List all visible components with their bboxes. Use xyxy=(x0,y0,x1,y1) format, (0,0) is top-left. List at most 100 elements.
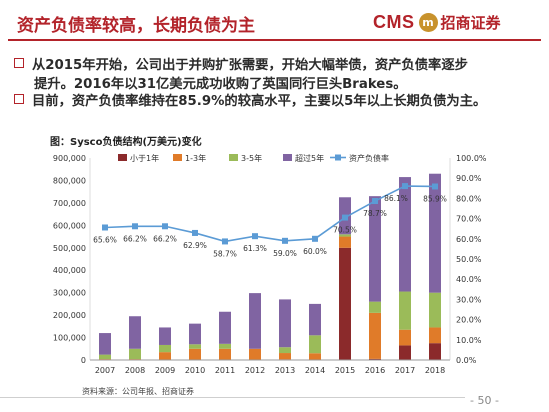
ratio-point xyxy=(132,223,138,230)
bullet-box-icon xyxy=(14,94,24,104)
ratio-data-label: 86.1% xyxy=(384,194,408,203)
legend-swatch xyxy=(229,154,238,161)
bar-segment xyxy=(399,345,411,360)
ratio-data-label: 78.7% xyxy=(363,209,387,218)
bar-segment xyxy=(129,359,141,360)
ratio-data-label: 59.0% xyxy=(273,249,297,258)
legend-swatch xyxy=(173,154,182,161)
bar-segment xyxy=(189,323,201,345)
x-tick-label: 2018 xyxy=(425,366,445,375)
y2-tick-label: 0.0% xyxy=(456,356,477,365)
ratio-data-label: 60.0% xyxy=(303,247,327,256)
bar-segment xyxy=(159,352,171,360)
y2-tick-label: 90.0% xyxy=(456,174,482,183)
ratio-data-label: 70.5% xyxy=(333,226,357,235)
y2-tick-label: 40.0% xyxy=(456,275,482,284)
x-tick-label: 2008 xyxy=(125,366,145,375)
bullet-box-icon xyxy=(14,58,24,68)
ratio-point xyxy=(162,223,168,230)
bar-segment xyxy=(339,247,351,360)
bar-segment xyxy=(249,348,261,360)
bar-segment xyxy=(399,291,411,330)
y-tick-label: 500,000 xyxy=(53,244,86,253)
logo-mark-icon: m xyxy=(418,12,438,32)
bar-segment xyxy=(99,359,111,360)
legend-label: 超过5年 xyxy=(295,153,324,163)
y2-tick-label: 50.0% xyxy=(456,255,482,264)
legend-swatch xyxy=(118,154,127,161)
logo-brand: CMS xyxy=(373,11,415,32)
y-tick-label: 600,000 xyxy=(53,221,86,230)
bullet-1-line-1: 从2015年开始，公司出于并购扩张需要，开始大幅举债，资产负债率逐步 xyxy=(32,58,468,73)
bar-segment xyxy=(429,292,441,328)
bar-segment xyxy=(369,312,381,359)
bar-segment xyxy=(309,353,321,360)
ratio-data-label: 66.2% xyxy=(123,234,147,243)
y-tick-label: 0 xyxy=(81,356,86,365)
bar-segment xyxy=(279,353,291,360)
bar-segment xyxy=(279,299,291,348)
bullet-2-line-1: 目前，资产负债率维持在85.9%的较高水平，主要以5年以上长期负债为主。 xyxy=(32,94,487,109)
y-tick-label: 400,000 xyxy=(53,266,86,275)
ratio-data-label: 66.2% xyxy=(153,234,177,243)
y-tick-label: 700,000 xyxy=(53,199,86,208)
bullet-point-1: 从2015年开始，公司出于并购扩张需要，开始大幅举债，资产负债率逐步 提升。20… xyxy=(14,56,468,94)
bars-layer xyxy=(99,173,441,361)
ratio-line xyxy=(104,185,436,243)
bar-segment xyxy=(309,335,321,354)
bar-segment xyxy=(429,343,441,360)
bar-segment xyxy=(429,173,441,293)
slide-title: 资产负债率较高，长期负债为主 xyxy=(17,16,255,36)
bar-segment xyxy=(369,358,381,360)
x-tick-label: 2016 xyxy=(365,366,385,375)
company-logo: CMS m 招商证券 xyxy=(373,11,501,33)
y2-tick-label: 60.0% xyxy=(456,235,482,244)
bar-segment xyxy=(369,196,381,302)
page-number: - 50 - xyxy=(470,394,499,407)
bar-segment xyxy=(159,344,171,353)
y-tick-label: 900,000 xyxy=(53,154,86,163)
bar-segment xyxy=(99,354,111,360)
ratio-data-label: 58.7% xyxy=(213,249,237,258)
bar-segment xyxy=(249,293,261,349)
x-tick-label: 2009 xyxy=(155,366,175,375)
bar-segment xyxy=(219,311,231,344)
bar-segment xyxy=(399,329,411,346)
ratio-data-label: 61.3% xyxy=(243,244,267,253)
bar-segment xyxy=(219,348,231,360)
chart-caption: 图：Sysco负债结构(万美元)变化 xyxy=(50,137,202,148)
legend-label: 资产负债率 xyxy=(349,153,389,163)
chart-legend: 小于1年 1-3年 3-5年 超过5年 资产负债率 xyxy=(118,153,389,163)
y2-tick-label: 20.0% xyxy=(456,316,482,325)
bar-segment xyxy=(189,344,201,349)
bar-segment xyxy=(159,327,171,345)
y2-tick-label: 10.0% xyxy=(456,336,482,345)
bar-segment xyxy=(189,348,201,360)
ratio-point xyxy=(312,235,318,242)
y2-tick-label: 30.0% xyxy=(456,295,482,304)
bar-segment xyxy=(339,236,351,248)
legend-marker xyxy=(335,154,341,161)
legend-label: 小于1年 xyxy=(130,153,159,163)
y-tick-label: 100,000 xyxy=(53,334,86,343)
y2-tick-label: 100.0% xyxy=(456,154,487,163)
bar-segment xyxy=(279,347,291,354)
bar-segment xyxy=(309,303,321,336)
y-tick-label: 300,000 xyxy=(53,289,86,298)
ratio-line-layer: 65.6% 66.2% 66.2% 62.9% 58.7% 61.3% 59.0% 60.0%… xyxy=(93,183,447,258)
y-tick-label: 800,000 xyxy=(53,176,86,185)
logo-name: 招商证券 xyxy=(440,13,501,32)
ratio-point xyxy=(432,183,438,190)
ratio-point xyxy=(372,198,378,205)
bullet-1-line-2: 提升。2016年以31亿美元成功收购了英国同行巨头Brakes。 xyxy=(34,77,407,92)
ratio-data-label: 62.9% xyxy=(183,241,207,250)
x-tick-label: 2011 xyxy=(215,366,235,375)
x-tick-label: 2012 xyxy=(245,366,265,375)
y2-tick-label: 70.0% xyxy=(456,215,482,224)
ratio-point xyxy=(342,214,348,221)
ratio-point xyxy=(102,224,108,231)
ratio-point xyxy=(282,237,288,244)
ratio-point xyxy=(192,229,198,236)
bar-segment xyxy=(339,234,351,237)
